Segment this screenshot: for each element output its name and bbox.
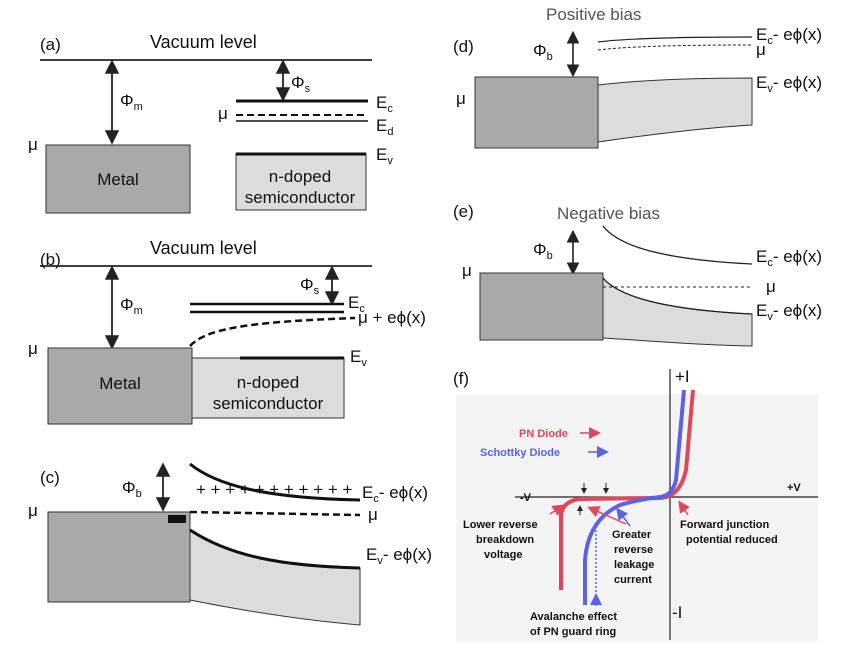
valence-band-curve [602, 277, 753, 315]
annotation-greater-arrow-red [587, 506, 627, 525]
annotation-lower-reverse-1: Lower reverse [463, 519, 538, 531]
annotation-greater-4: current [614, 574, 652, 586]
phi-m-symbol: Φm [120, 295, 143, 317]
schottky-diode-curve [583, 389, 686, 605]
annotation-lower-reverse-3: voltage [484, 549, 523, 561]
metal-block [474, 76, 599, 149]
panel-a-label: (a) [40, 35, 61, 54]
ec-label: Ec [376, 93, 393, 115]
metal-block [45, 144, 191, 214]
bent-fermi-level [189, 316, 356, 347]
minus-i-label: -I [672, 603, 682, 622]
fermi-level-dashed [189, 510, 361, 517]
phi-b-symbol: Φb [122, 478, 142, 500]
annotation-forward-1: Forward junction [680, 519, 770, 531]
ec-label: Ec [348, 293, 365, 315]
annotation-forward-2: potential reduced [686, 534, 778, 546]
panel-d: (d) Positive bias Φb μ Ec- eϕ(x) μ Ev- e… [453, 5, 822, 149]
metal-label: Metal [97, 170, 139, 189]
phi-s-symbol: Φs [300, 275, 320, 297]
ev-label: Ev- eϕ(x) [756, 301, 822, 323]
annotation-avalanche-2: of PN guard ring [530, 626, 616, 638]
annotation-greater-arrow-blue [616, 507, 631, 527]
phi-b-symbol: Φb [533, 240, 553, 262]
minus-v-label: -V [520, 492, 532, 504]
metal-block [47, 347, 193, 425]
semi-label-1: n-doped [269, 167, 331, 186]
annotation-forward-arrow [678, 500, 690, 516]
ev-label: Ev [376, 145, 393, 167]
semiconductor-block [597, 77, 753, 143]
mu-right-symbol: μ [756, 40, 766, 59]
plus-i-label: +I [675, 367, 690, 386]
negative-bias-title: Negative bias [557, 204, 660, 223]
ev-label: Ev [350, 347, 367, 369]
mu-symbol: μ [456, 89, 466, 108]
mu-right-symbol: μ [766, 277, 776, 296]
semi-label-2: semiconductor [245, 188, 356, 207]
mu-right-symbol: μ [368, 505, 378, 524]
panel-b-label: (b) [40, 250, 61, 269]
panel-c-label: (c) [40, 468, 60, 487]
mu-symbol: μ [28, 339, 38, 358]
conduction-band-curve [597, 36, 753, 43]
panel-e: (e) Negative bias Φb μ Ec- eϕ(x) μ Ev- e… [453, 202, 822, 347]
fermi-level-dashed [597, 44, 753, 51]
annotation-lower-arrow [549, 504, 565, 516]
mu-semi-symbol: μ [218, 104, 228, 123]
ec-label: Ec- eϕ(x) [756, 25, 822, 47]
conduction-band-curve [602, 225, 753, 265]
panel-c: (c) Φb μ Ec- eϕ(x) + + + + + + + + + + +… [28, 462, 432, 626]
semi-label-1: n-doped [237, 373, 299, 392]
positive-bias-title: Positive bias [546, 5, 641, 24]
ev-label: Ev- eϕ(x) [366, 545, 432, 567]
panel-a: (a) Vacuum level Φm Φs μ Metal Ec μ Ed E… [28, 32, 393, 214]
mu-shift-label: μ + eϕ(x) [358, 308, 426, 327]
annotation-greater-1: Greater [612, 529, 652, 541]
phi-m-symbol: Φm [120, 91, 143, 113]
ev-label: Ev- eϕ(x) [756, 73, 822, 95]
iv-plot-background [456, 394, 818, 642]
valence-band-curve [189, 528, 361, 570]
panel-b: (b) Vacuum level Φm Φs Ec μ + eϕ(x) μ Me… [28, 238, 426, 425]
interface-charge [168, 515, 186, 523]
vacuum-level-label: Vacuum level [150, 238, 257, 258]
semiconductor-block [191, 357, 345, 419]
panel-e-label: (e) [453, 202, 474, 221]
ec-label: Ec- eϕ(x) [362, 483, 428, 505]
semiconductor-block [235, 153, 367, 211]
annotation-lower-reverse-2: breakdown [476, 534, 534, 546]
positive-charges: + + + + + + + + + + + [196, 480, 353, 499]
mu-symbol: μ [462, 261, 472, 280]
annotation-avalanche-1: Avalanche effect [530, 611, 617, 623]
metal-label: Metal [99, 374, 141, 393]
ed-label: Ed [376, 116, 393, 138]
plus-v-label: +V [787, 482, 801, 494]
schottky-legend-label: Schottky Diode [480, 447, 560, 459]
metal-block [47, 511, 191, 603]
mu-symbol: μ [28, 501, 38, 520]
panel-d-label: (d) [453, 37, 474, 56]
ec-label: Ec- eϕ(x) [756, 247, 822, 269]
phi-s-symbol: Φs [291, 73, 311, 95]
semiconductor-block [602, 276, 753, 347]
semi-label-2: semiconductor [213, 394, 324, 413]
phi-b-symbol: Φb [533, 41, 553, 63]
annotation-greater-2: reverse [614, 544, 653, 556]
annotation-greater-3: leakage [614, 559, 654, 571]
pn-legend-label: PN Diode [519, 428, 568, 440]
mu-symbol: μ [28, 135, 38, 154]
panel-f-label: (f) [453, 369, 469, 388]
metal-block [479, 272, 604, 341]
panel-f: (f) +I -I -V +V PN Diode Schottky Diode … [453, 367, 818, 642]
conduction-band-curve [189, 462, 361, 502]
vacuum-level-label: Vacuum level [150, 32, 257, 52]
